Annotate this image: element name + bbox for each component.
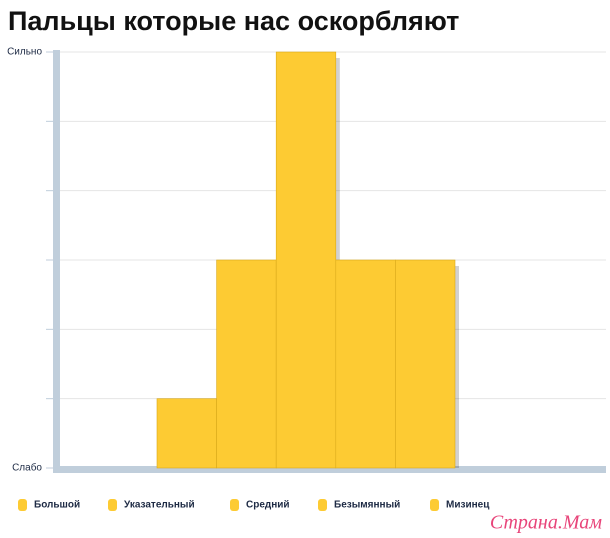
watermark: Страна.Мам bbox=[490, 512, 602, 534]
bar bbox=[216, 259, 277, 469]
x-axis bbox=[53, 466, 606, 473]
legend-label: Средний bbox=[246, 500, 290, 511]
bar bbox=[335, 259, 396, 469]
bar bbox=[275, 51, 337, 469]
bar bbox=[156, 398, 217, 469]
legend-marker bbox=[18, 499, 27, 511]
y-tick-label: Сильно bbox=[7, 47, 42, 58]
legend-marker bbox=[430, 499, 439, 511]
legend-marker bbox=[108, 499, 117, 511]
legend-label: Указательный bbox=[124, 500, 195, 511]
bar bbox=[395, 259, 456, 469]
legend-marker bbox=[318, 499, 327, 511]
chart-title: Пальцы которые нас оскорбляют bbox=[8, 6, 459, 36]
legend-label: Большой bbox=[34, 500, 80, 511]
y-tick-label: Слабо bbox=[12, 462, 42, 474]
legend-label: Безымянный bbox=[334, 500, 400, 511]
legend-marker bbox=[230, 499, 239, 511]
legend-label: Мизинец bbox=[446, 500, 490, 511]
y-axis bbox=[53, 50, 60, 473]
